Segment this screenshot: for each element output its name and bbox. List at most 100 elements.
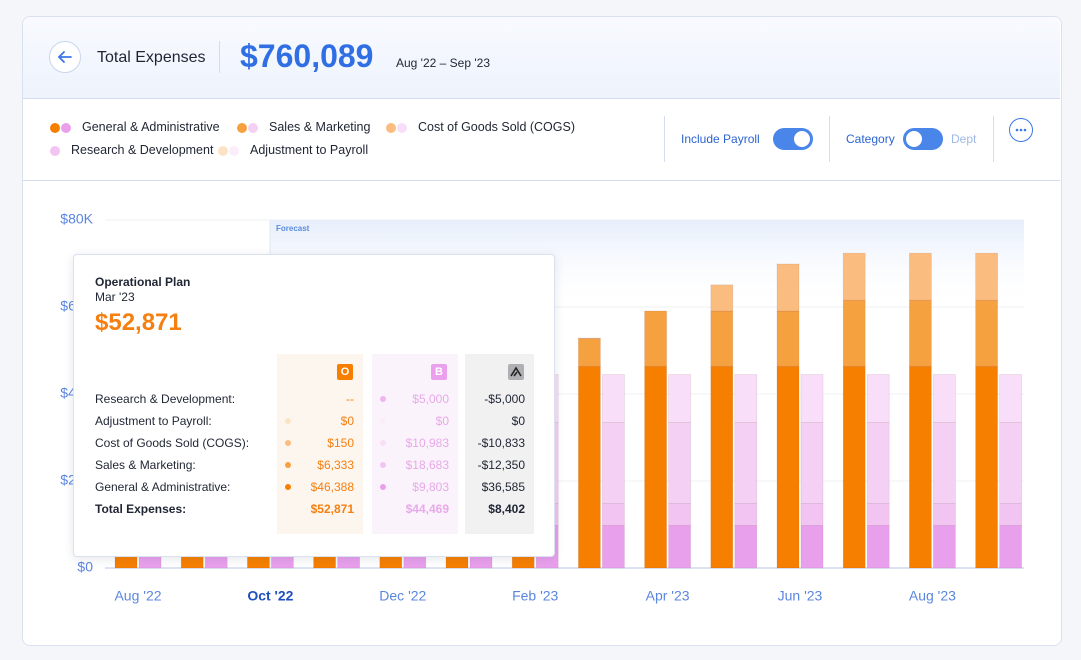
more-button[interactable]	[1009, 118, 1033, 142]
page-title: Total Expenses	[97, 49, 206, 66]
bar-segment	[933, 422, 956, 504]
variance-badge	[508, 364, 524, 380]
logo	[510, 366, 522, 377]
back-button[interactable]	[49, 41, 81, 73]
dept-label: Dept	[951, 132, 977, 146]
category-label: Category	[846, 132, 895, 146]
tooltip-title: Operational Plan	[95, 275, 191, 289]
bar-segment	[933, 525, 956, 569]
bar-segment	[710, 365, 734, 569]
tooltip-value: $150	[327, 436, 354, 450]
bar-segment	[668, 503, 691, 526]
bar-segment	[776, 365, 800, 569]
tooltip-value: $5,000	[412, 392, 449, 406]
bar-segment	[975, 252, 998, 301]
category-toggle[interactable]	[903, 128, 943, 150]
plan-column	[277, 354, 363, 534]
back-icon	[57, 51, 72, 63]
legend-swatch	[237, 123, 247, 133]
legend-swatch	[218, 146, 228, 156]
bar-segment	[909, 252, 932, 301]
tooltip-dot	[285, 462, 291, 468]
plan-badge: O	[337, 364, 353, 380]
tooltip-dot	[380, 462, 386, 468]
payroll-toggle[interactable]	[773, 128, 813, 150]
tooltip-row-label: Total Expenses:	[95, 502, 187, 516]
x-tick-label: Feb '23	[512, 588, 558, 604]
tooltip-dot	[285, 418, 291, 424]
bar-segment	[578, 337, 601, 339]
x-tick-label: Aug '22	[114, 588, 161, 604]
bar-segment	[644, 365, 667, 569]
tooltip-value: $0	[511, 414, 525, 428]
bar-segment	[842, 252, 866, 301]
bar-segment	[800, 374, 824, 423]
tooltip-total: $52,871	[95, 309, 182, 336]
tooltip-row-label: Sales & Marketing:	[95, 458, 196, 472]
divider	[829, 116, 830, 162]
bar-segment	[933, 503, 956, 526]
legend-swatch	[248, 123, 258, 133]
tooltip-dot	[285, 484, 291, 490]
tooltip-row-label: Cost of Goods Sold (COGS):	[95, 436, 250, 450]
bar-segment	[734, 422, 758, 504]
tooltip-value: $44,469	[405, 502, 449, 516]
legend-label: General & Administrative	[82, 120, 220, 134]
bar-segment	[578, 365, 601, 569]
bar-segment	[668, 422, 691, 504]
tooltip-value: $0	[435, 414, 449, 428]
legend-label: Sales & Marketing	[269, 120, 371, 134]
bar-segment	[602, 503, 625, 526]
bar-segment	[975, 299, 998, 367]
legend-swatch	[50, 146, 60, 156]
tooltip-row-label: General & Administrative:	[95, 480, 231, 494]
bar-segment	[710, 284, 734, 312]
bar-segment	[578, 338, 601, 367]
bar-segment	[602, 422, 625, 504]
period: Aug '22 – Sep '23	[396, 56, 490, 70]
header	[23, 17, 1060, 99]
bar-segment	[734, 374, 758, 423]
more-icon	[1015, 128, 1027, 132]
bar-segment	[999, 525, 1022, 569]
bar-segment	[668, 525, 691, 569]
tooltip-row-label: Adjustment to Payroll:	[95, 414, 212, 428]
tooltip-dot	[380, 396, 386, 402]
bar-segment	[602, 525, 625, 569]
bar-segment	[602, 374, 625, 423]
tooltip-value: --	[346, 392, 354, 406]
controls	[23, 99, 1060, 181]
y-tick-label: $80K	[60, 211, 93, 227]
tooltip-value: $52,871	[310, 502, 354, 516]
bar-segment	[909, 365, 932, 569]
tooltip-dot	[380, 484, 386, 490]
divider	[993, 116, 994, 162]
legend-label: Adjustment to Payroll	[250, 143, 369, 157]
tooltip-dot	[380, 440, 386, 446]
tooltip-value: $9,803	[412, 480, 449, 494]
payroll-label: Include Payroll	[681, 132, 760, 146]
x-tick-label: Jun '23	[778, 588, 823, 604]
bar-segment	[644, 310, 667, 367]
legend-swatch	[229, 146, 239, 156]
legend-swatch	[386, 123, 396, 133]
tooltip-value: $8,402	[488, 502, 525, 516]
y-tick-label: $0	[77, 559, 93, 575]
x-tick-label: Apr '23	[646, 588, 690, 604]
bar-segment	[776, 263, 800, 312]
bar-segment	[933, 374, 956, 423]
tooltip-value: $10,983	[405, 436, 449, 450]
legend-swatch	[397, 123, 407, 133]
tooltip-value: $18,683	[405, 458, 449, 472]
bar-segment	[800, 525, 824, 569]
budget-badge: B	[431, 364, 447, 380]
divider	[664, 116, 665, 162]
total-value: $760,089	[240, 38, 374, 74]
bar-segment	[734, 525, 758, 569]
variance-column	[465, 354, 534, 534]
bar-segment	[800, 422, 824, 504]
bar-segment	[800, 503, 824, 526]
tooltip-period: Mar '23	[95, 290, 135, 304]
tooltip-dot	[380, 418, 386, 424]
